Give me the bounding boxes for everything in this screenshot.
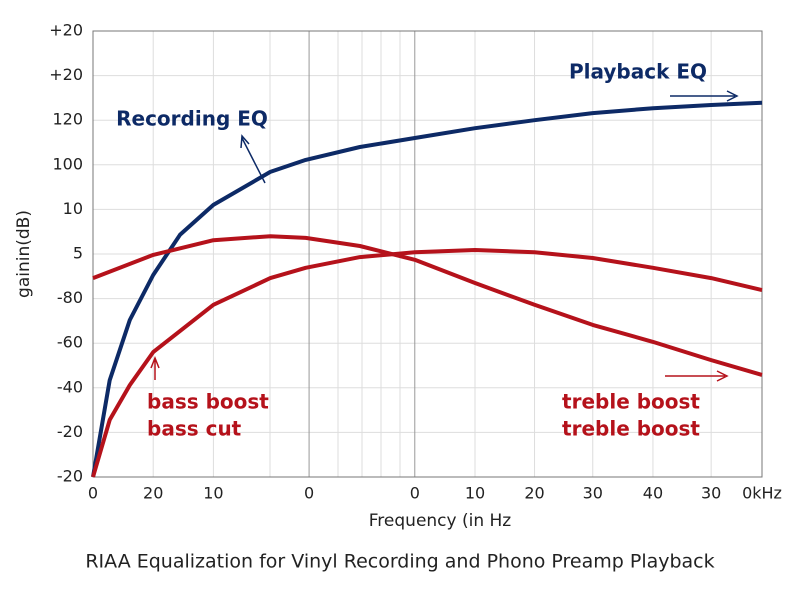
- y-tick-label: +20: [49, 21, 83, 40]
- series-label: Playback EQ: [569, 60, 707, 84]
- series-line: [91, 100, 763, 478]
- series-label: treble boost: [562, 390, 700, 414]
- y-tick-label: 100: [52, 154, 83, 173]
- x-axis-label: Frequency (in Hz: [369, 511, 512, 531]
- annotation: Recording EQ: [116, 107, 268, 131]
- series-label: bass boost: [147, 390, 269, 414]
- series-line: [91, 248, 763, 478]
- x-tick-label: 30: [583, 484, 603, 503]
- y-tick-label: +20: [49, 65, 83, 84]
- lines: [91, 100, 763, 478]
- y-tick-label: -20: [57, 422, 83, 441]
- x-tick-label: 0: [410, 484, 420, 503]
- y-tick-label: -20: [57, 467, 83, 486]
- x-tick-label: 10: [465, 484, 485, 503]
- y-tick-label: 5: [73, 244, 83, 263]
- x-tick-label: 0: [304, 484, 314, 503]
- y-tick-label: -80: [57, 288, 83, 307]
- caption: RIAA Equalization for Vinyl Recording an…: [85, 551, 714, 573]
- x-tick-label: 40: [643, 484, 663, 503]
- y-tick-label: -40: [57, 377, 83, 396]
- y-tick-label: -60: [57, 333, 83, 352]
- series-line: [92, 234, 763, 377]
- x-tick-label: 20: [524, 484, 544, 503]
- x-tick-label: 20: [143, 484, 163, 503]
- plot-frame: [92, 30, 763, 478]
- x-tick-label: 0kHz: [742, 484, 782, 503]
- x-tick-label: 0: [88, 484, 98, 503]
- annotation: treble boost: [562, 417, 700, 441]
- y-tick-label: 120: [52, 110, 83, 129]
- y-tick-label: 10: [63, 199, 83, 218]
- x-tick-label: 30: [701, 484, 721, 503]
- annotation: bass cut: [147, 417, 242, 441]
- arrows: [150, 90, 739, 382]
- y-axis-label: gainin(dB): [14, 210, 34, 298]
- x-tick-label: 10: [203, 484, 223, 503]
